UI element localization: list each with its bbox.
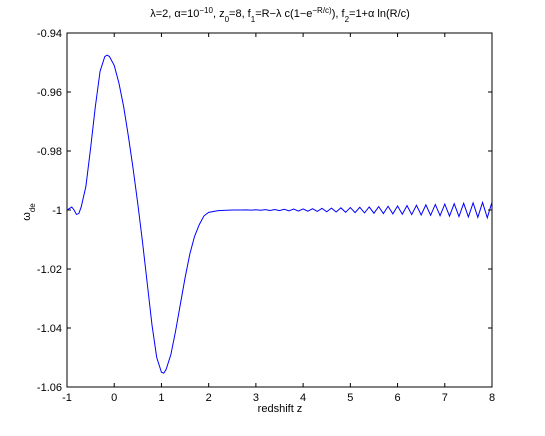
text-part: =8, f	[229, 8, 252, 20]
x-tick-label: 0	[111, 392, 117, 404]
text-part: λ=2, α=10	[150, 8, 199, 20]
text-part: =R−λ c(1−e	[255, 8, 312, 20]
x-tick-label: 1	[158, 392, 164, 404]
x-tick-label: 2	[206, 392, 212, 404]
x-tick-label: 7	[442, 392, 448, 404]
text-part: 1	[251, 15, 256, 24]
y-tick-label: -0.94	[37, 28, 62, 40]
x-tick-label: 5	[347, 392, 353, 404]
text-part: , z	[213, 8, 225, 20]
y-tick-label: -0.98	[37, 146, 62, 158]
x-tick-label: 8	[489, 392, 495, 404]
text-part: 0	[225, 15, 230, 24]
text-part: −R/c)	[312, 6, 332, 15]
y-tick-label: -1.04	[37, 323, 62, 335]
y-tick-label: -1.06	[37, 382, 62, 394]
y-axis-label: ωde	[21, 203, 37, 221]
y-tick-label: -1	[52, 205, 62, 217]
text-part: ω	[21, 212, 33, 221]
x-tick-label: -1	[62, 392, 72, 404]
x-tick-label: 3	[253, 392, 259, 404]
text-part: 2	[345, 15, 350, 24]
data-line	[66, 54, 493, 374]
y-tick-label: -0.96	[37, 87, 62, 99]
text-part: ), f	[332, 8, 346, 20]
text-part: −10	[199, 6, 213, 15]
text-part: de	[28, 203, 37, 212]
plot-area	[66, 32, 493, 388]
y-tick-label: -1.02	[37, 264, 62, 276]
x-tick-label: 4	[300, 392, 306, 404]
text-part: =1+α ln(R/c)	[349, 8, 410, 20]
x-axis-label: redshift z	[258, 403, 303, 415]
x-tick-label: 6	[394, 392, 400, 404]
chart-title: λ=2, α=10−10, z0=8, f1=R−λ c(1−e−R/c)), …	[150, 6, 410, 24]
